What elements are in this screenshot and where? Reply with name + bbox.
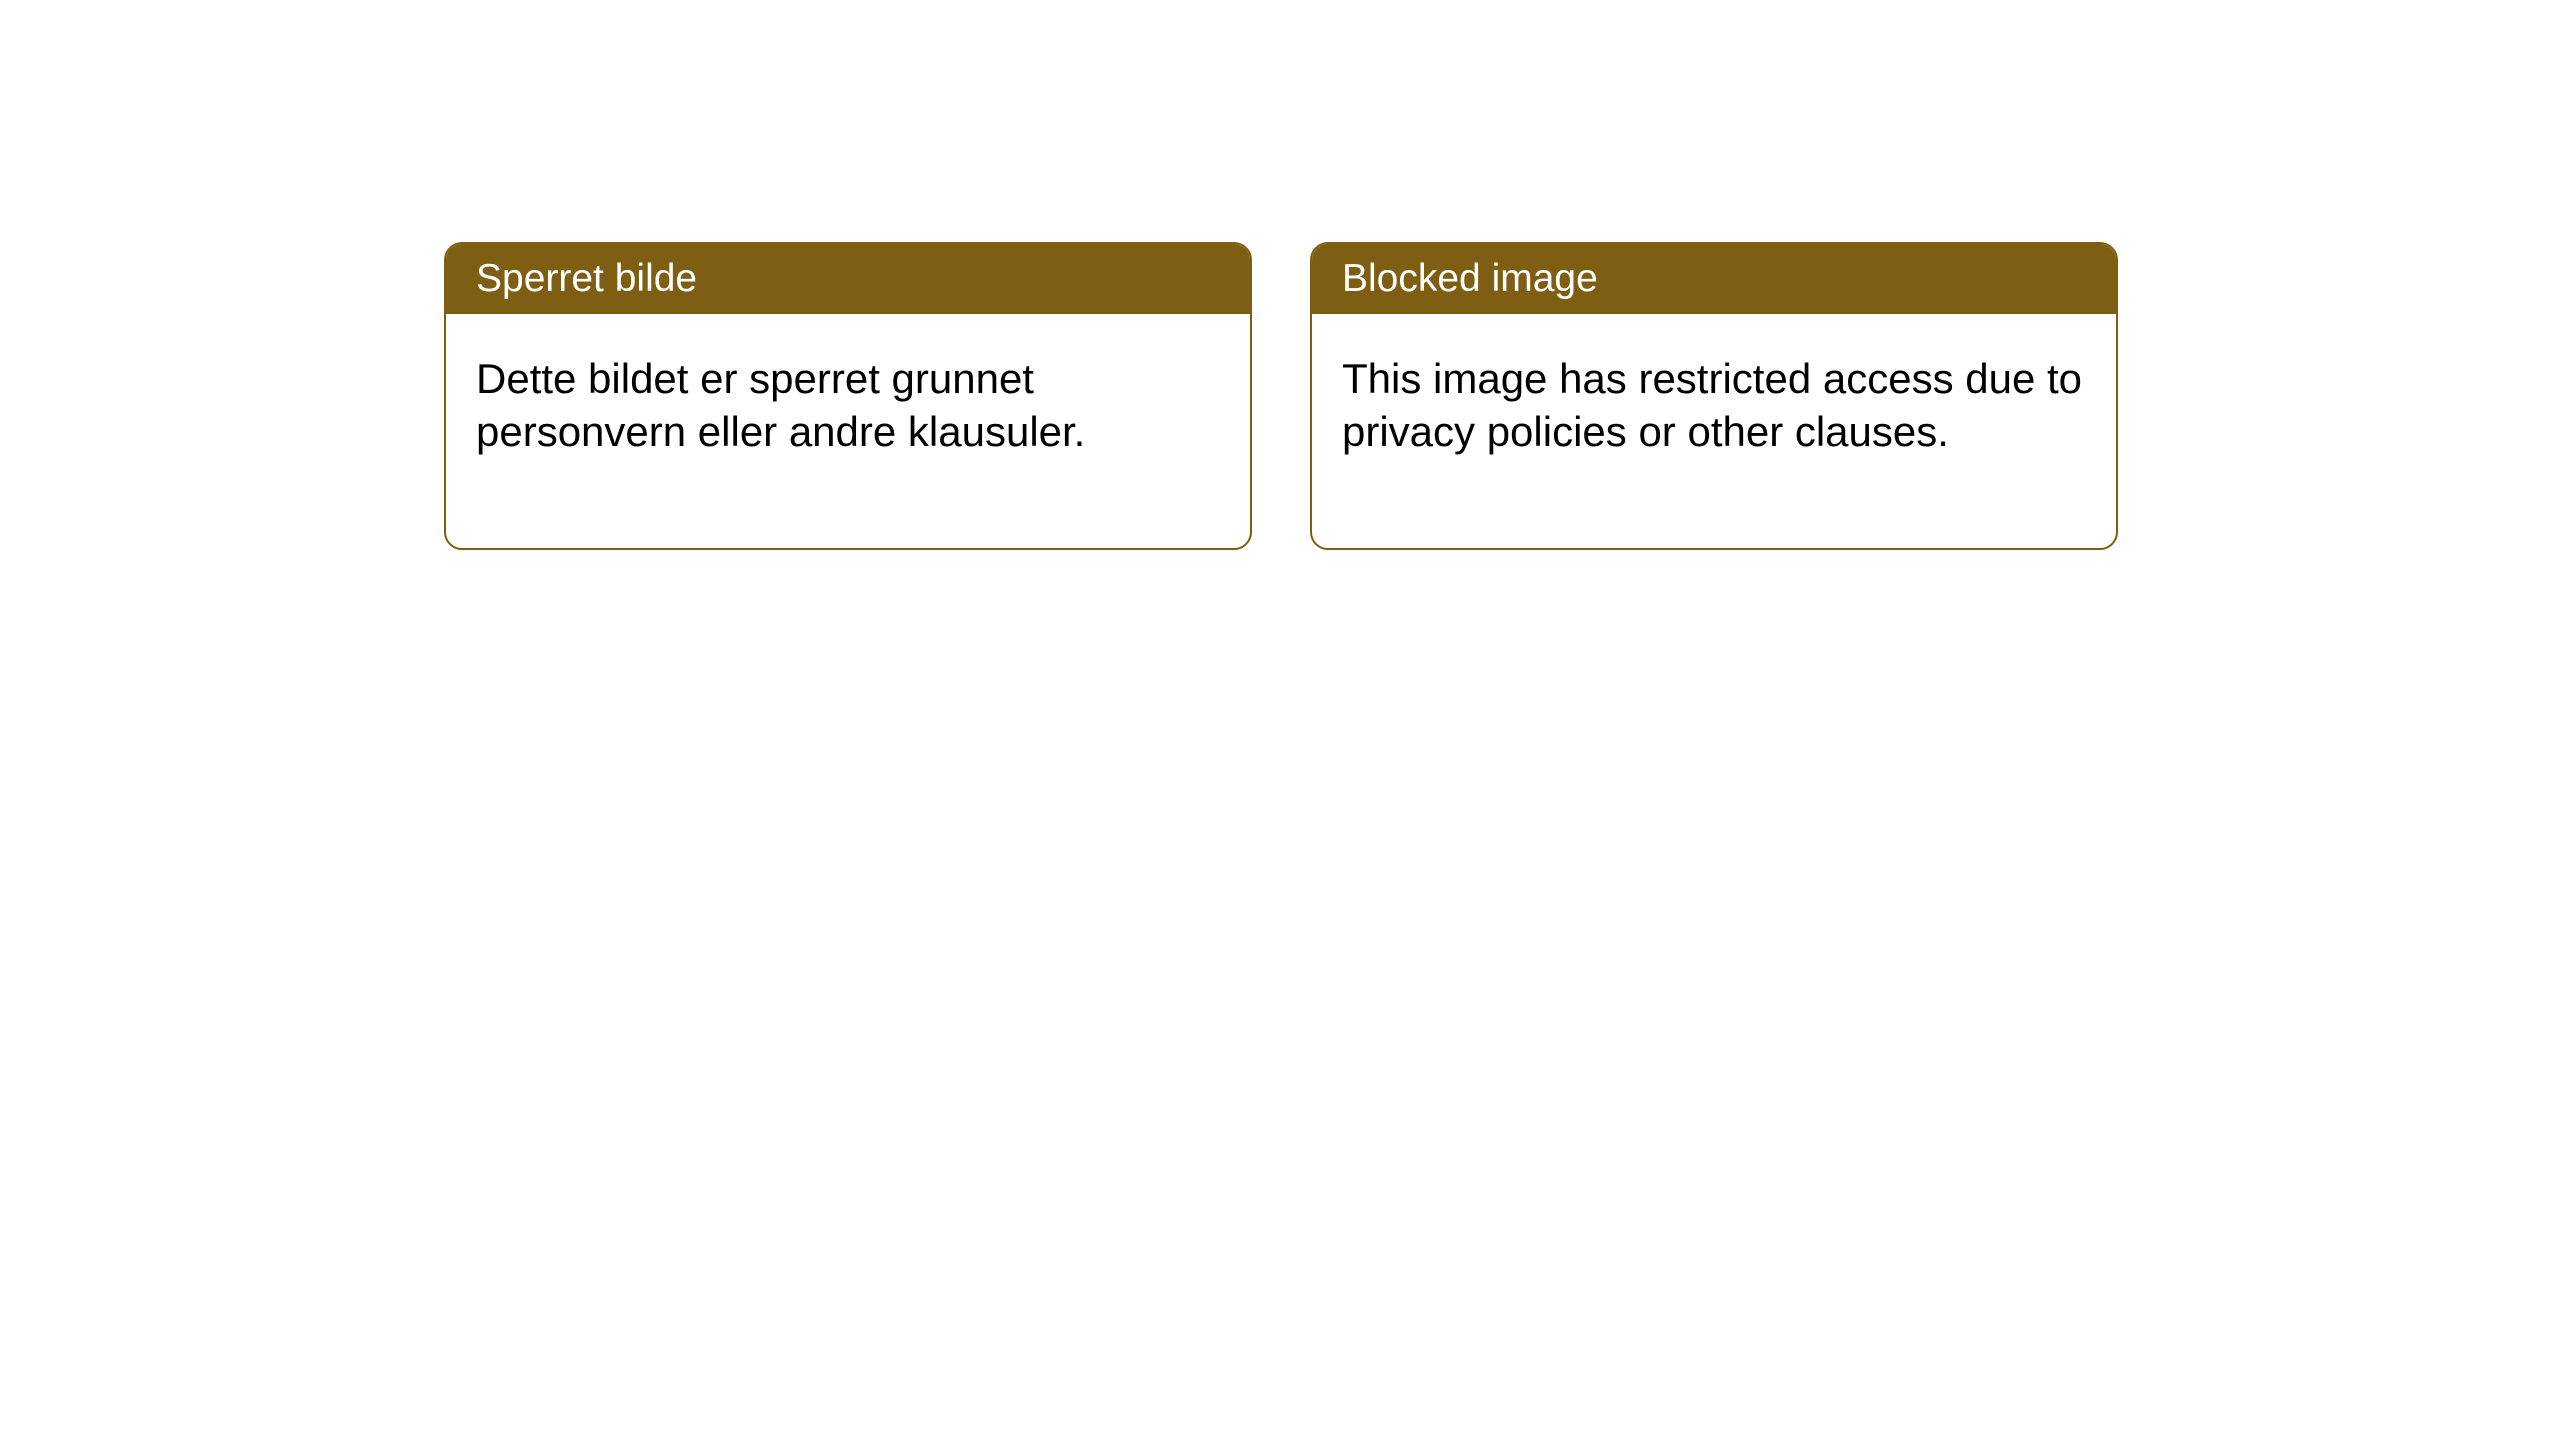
card-header: Sperret bilde	[446, 244, 1250, 314]
card-title: Sperret bilde	[476, 257, 697, 300]
card-body: Dette bildet er sperret grunnet personve…	[446, 314, 1250, 548]
card-title: Blocked image	[1342, 257, 1598, 300]
notice-card-norwegian: Sperret bilde Dette bildet er sperret gr…	[444, 242, 1252, 550]
card-header: Blocked image	[1312, 244, 2116, 314]
card-body-text: Dette bildet er sperret grunnet personve…	[476, 355, 1085, 455]
notice-container: Sperret bilde Dette bildet er sperret gr…	[0, 0, 2560, 550]
notice-card-english: Blocked image This image has restricted …	[1310, 242, 2118, 550]
card-body: This image has restricted access due to …	[1312, 314, 2116, 548]
card-body-text: This image has restricted access due to …	[1342, 355, 2082, 455]
